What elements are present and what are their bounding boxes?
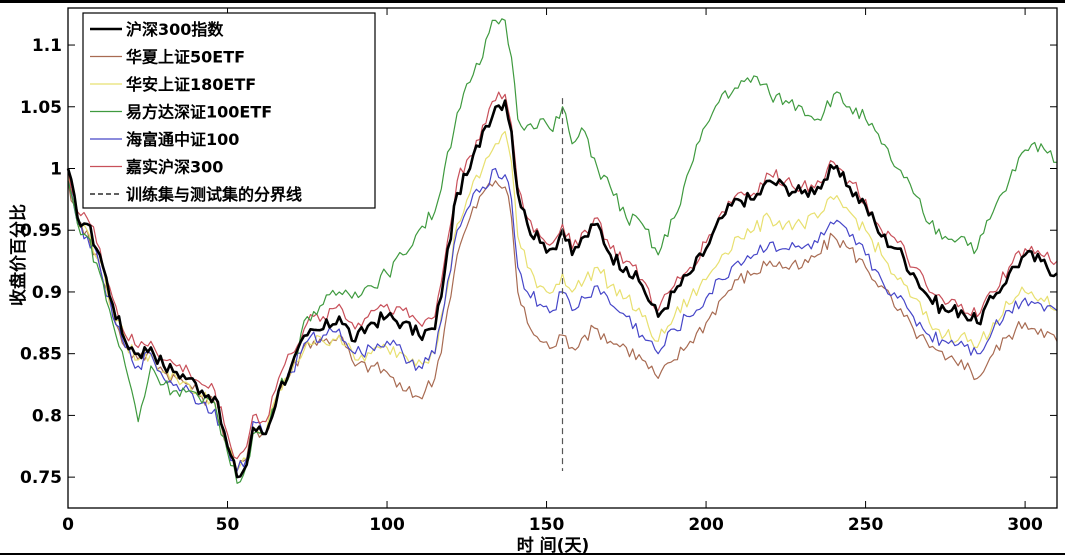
legend-label: 华夏上证50ETF — [126, 48, 245, 67]
y-tick-label: 0.9 — [32, 283, 62, 303]
x-tick-label: 300 — [1007, 515, 1043, 535]
y-tick-label: 0.95 — [20, 221, 62, 241]
x-tick-label: 200 — [688, 515, 724, 535]
legend-label: 沪深300指数 — [126, 20, 224, 39]
y-tick-label: 1.05 — [20, 98, 62, 118]
y-tick-label: 0.85 — [20, 345, 62, 365]
legend-label: 海富通中证100 — [126, 130, 239, 149]
x-tick-label: 100 — [369, 515, 405, 535]
legend-label: 易方达深证100ETF — [126, 103, 272, 122]
x-tick-label: 0 — [62, 515, 74, 535]
y-tick-label: 1.1 — [32, 36, 62, 56]
y-axis-label: 收盘价百分比 — [8, 204, 29, 306]
top-border — [0, 0, 1065, 3]
legend-label: 训练集与测试集的分界线 — [126, 185, 302, 204]
y-tick-label: 0.8 — [32, 406, 62, 426]
legend-label: 嘉实沪深300 — [125, 158, 223, 177]
y-tick-labels: 0.75 0.8 0.85 0.9 0.95 1 1.05 1.1 — [20, 36, 62, 488]
x-tick-label: 250 — [848, 515, 884, 535]
x-axis-label: 时 间(天) — [517, 535, 589, 555]
ticks-layer — [67, 8, 1057, 508]
y-tick-label: 1 — [50, 159, 62, 179]
y-tick-label: 0.75 — [20, 468, 62, 488]
x-tick-label: 50 — [216, 515, 240, 535]
x-tick-label: 150 — [529, 515, 565, 535]
legend-box — [82, 12, 376, 209]
x-tick-labels: 0 50 100 150 200 250 300 — [62, 515, 1043, 535]
legend-label: 华安上证180ETF — [126, 75, 256, 94]
bottom-border — [0, 553, 1065, 555]
plot-frame — [67, 7, 1058, 509]
series-line-3 — [67, 18, 1057, 484]
